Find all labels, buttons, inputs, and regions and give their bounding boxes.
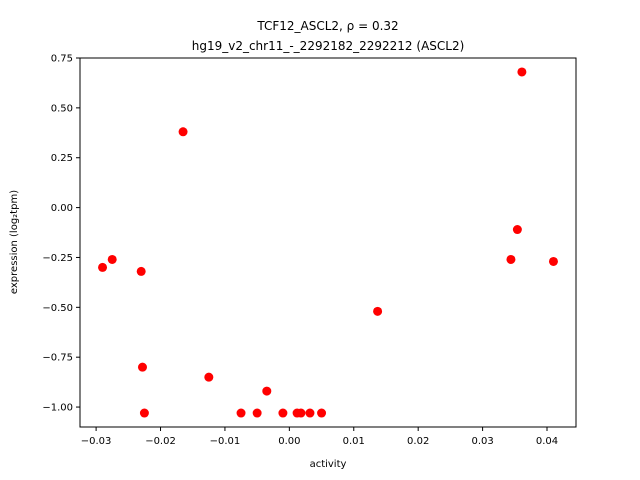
x-axis-ticks: −0.03 −0.02 −0.01 0.00 0.01 0.02 0.03 0.04 bbox=[81, 427, 558, 447]
points-layer bbox=[98, 67, 558, 418]
x-tick-label: 0.04 bbox=[536, 436, 558, 447]
data-point-15 bbox=[373, 306, 383, 316]
y-tick-label: 0.00 bbox=[51, 203, 73, 214]
data-point-17 bbox=[512, 225, 522, 235]
data-point-3 bbox=[137, 362, 147, 372]
x-tick-label: 0.00 bbox=[278, 436, 300, 447]
data-point-4 bbox=[139, 408, 149, 418]
data-point-6 bbox=[204, 372, 214, 382]
y-axis-ticks: 0.75 0.50 0.25 0.00 −0.25 −0.50 −0.75 −1.00 bbox=[42, 54, 80, 414]
data-point-7 bbox=[236, 408, 246, 418]
data-point-12 bbox=[296, 408, 306, 418]
y-tick-label: −0.75 bbox=[42, 353, 73, 364]
y-tick-label: 0.50 bbox=[51, 103, 73, 114]
data-point-8 bbox=[252, 408, 262, 418]
x-tick-label: −0.01 bbox=[210, 436, 241, 447]
data-point-16 bbox=[506, 254, 516, 264]
data-point-19 bbox=[548, 256, 558, 266]
data-point-18 bbox=[517, 67, 527, 77]
y-tick-label: 0.75 bbox=[51, 54, 73, 65]
chart-title-line2: hg19_v2_chr11_-_2292182_2292212 (ASCL2) bbox=[192, 39, 465, 53]
data-point-1 bbox=[107, 254, 117, 264]
data-point-14 bbox=[317, 408, 327, 418]
data-point-5 bbox=[178, 127, 188, 137]
y-tick-label: −0.25 bbox=[42, 253, 73, 264]
plot-frame bbox=[79, 57, 577, 428]
data-point-2 bbox=[136, 266, 146, 276]
y-tick-label: −0.50 bbox=[42, 303, 73, 314]
x-tick-label: 0.03 bbox=[471, 436, 493, 447]
data-point-13 bbox=[305, 408, 315, 418]
data-point-10 bbox=[278, 408, 288, 418]
x-tick-label: 0.01 bbox=[343, 436, 365, 447]
x-tick-label: −0.02 bbox=[145, 436, 176, 447]
data-point-0 bbox=[98, 262, 108, 272]
x-tick-label: −0.03 bbox=[81, 436, 112, 447]
data-point-9 bbox=[262, 386, 272, 396]
chart-title-line1: TCF12_ASCL2, ρ = 0.32 bbox=[256, 19, 398, 33]
y-tick-label: −1.00 bbox=[42, 403, 73, 414]
x-axis-label: activity bbox=[310, 459, 347, 470]
y-axis-label: expression (log₂tpm) bbox=[9, 190, 20, 294]
y-tick-label: 0.25 bbox=[51, 153, 73, 164]
x-tick-label: 0.02 bbox=[407, 436, 429, 447]
